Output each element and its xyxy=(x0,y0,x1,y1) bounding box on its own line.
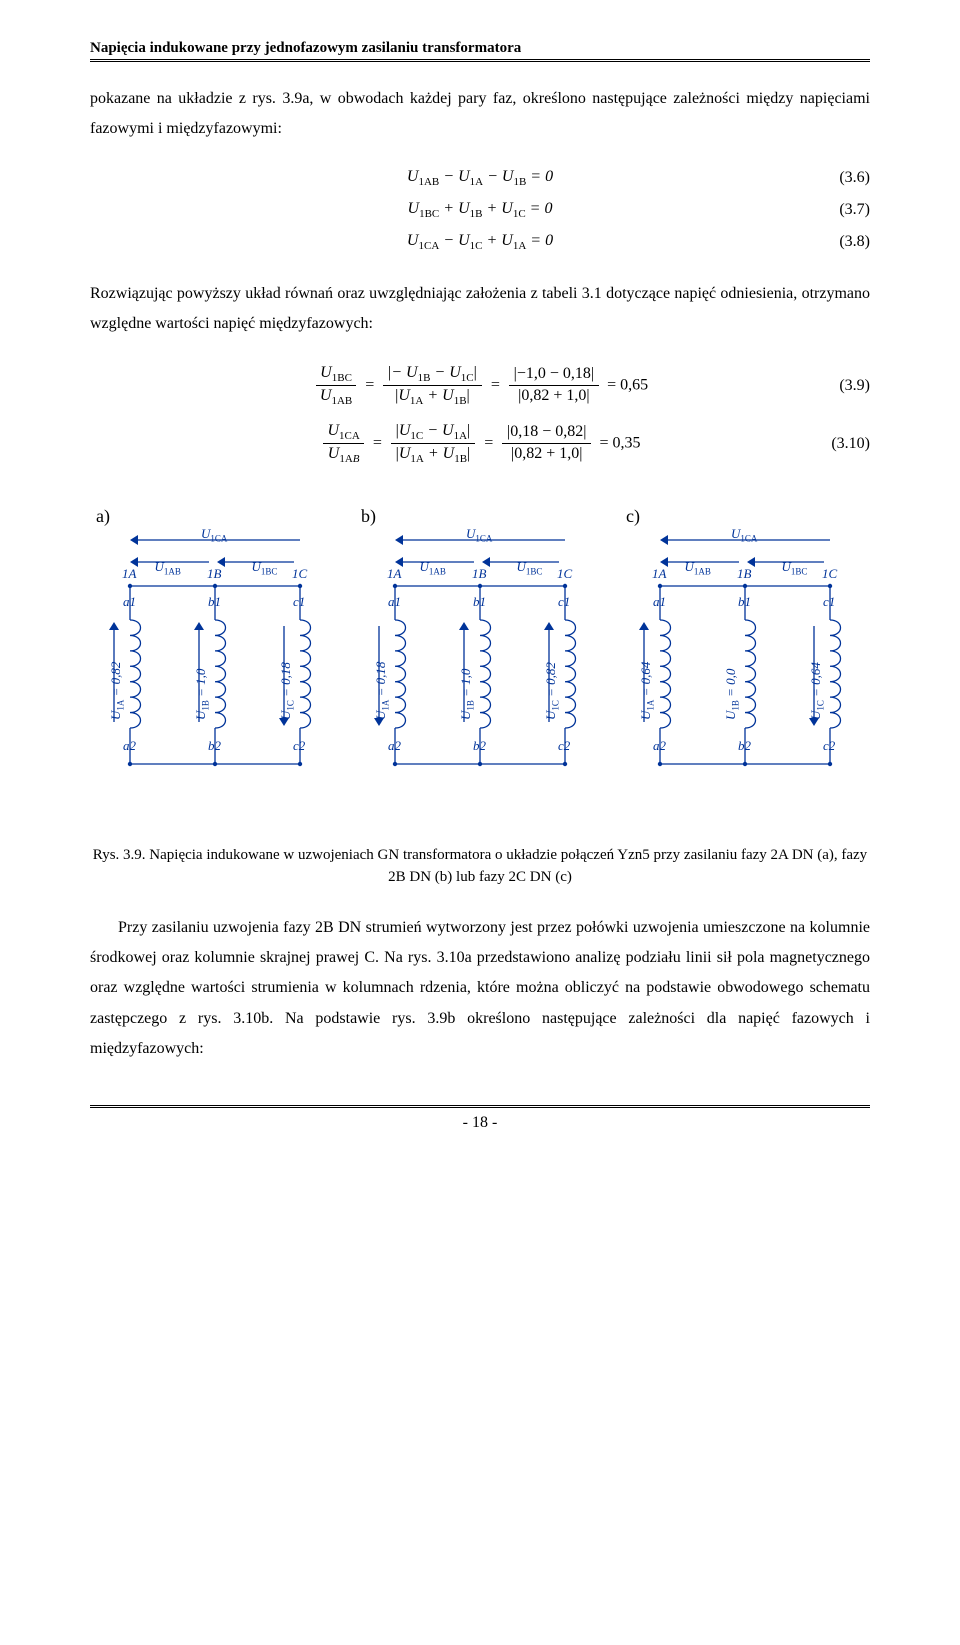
diagram-label: U1CA xyxy=(731,526,757,544)
diagram-label: c1 xyxy=(558,594,570,610)
equation-number: (3.9) xyxy=(839,377,870,395)
paragraph-3: Przy zasilaniu uzwojenia fazy 2B DN stru… xyxy=(90,913,870,1065)
diagram-label: c1 xyxy=(823,594,835,610)
header-rule xyxy=(90,59,870,60)
equation-number: (3.10) xyxy=(831,435,870,453)
diagram-label: U1CA xyxy=(201,526,227,544)
circuit-diagram: U1CA U1AB U1BC 1A 1B 1C a1 b1 c1 a2 b2 c2 U1A = 0,82… xyxy=(90,528,340,808)
equation-number: (3.8) xyxy=(839,233,870,251)
diagram-label: 1C xyxy=(557,566,572,582)
diagram-label: U1BC xyxy=(252,559,278,577)
footer-rule xyxy=(90,1105,870,1106)
diagram-label: U1AB xyxy=(420,559,446,577)
paragraph-2: Rozwiązując powyższy układ równań oraz u… xyxy=(90,279,870,340)
equation-row: U1CA − U1C + U1A = 0(3.8) xyxy=(90,227,870,257)
equation-block-simple: U1AB − U1A − U1B = 0(3.6)U1BC + U1B + U1… xyxy=(90,163,870,257)
diagram-label: c1 xyxy=(293,594,305,610)
diagram-label: c2 xyxy=(823,738,835,754)
voltage-value-label: U1C = 0,82 xyxy=(543,662,561,720)
diagram-label: a2 xyxy=(123,738,136,754)
equation-row: U1BCU1AB = − U1B − U1CU1A + U1B = −1,0 −… xyxy=(90,358,870,414)
diagram-label: U1AB xyxy=(685,559,711,577)
diagram-label: a1 xyxy=(388,594,401,610)
diagram-label: U1BC xyxy=(782,559,808,577)
page-footer: - 18 - xyxy=(90,1105,870,1132)
diagram-label: c2 xyxy=(558,738,570,754)
diagram-label: b2 xyxy=(738,738,751,754)
paragraph-1: pokazane na układzie z rys. 3.9a, w obwo… xyxy=(90,84,870,145)
diagram-label: a2 xyxy=(388,738,401,754)
diagram-label: a1 xyxy=(123,594,136,610)
diagram-label: b1 xyxy=(738,594,751,610)
equation-number: (3.7) xyxy=(839,201,870,219)
diagram-label: 1B xyxy=(472,566,486,582)
voltage-value-label: U1A = 0,82 xyxy=(108,661,126,719)
diagram-label: 1A xyxy=(652,566,666,582)
voltage-value-label: U1C = 0,18 xyxy=(278,662,296,720)
diagram-label: U1CA xyxy=(466,526,492,544)
diagram-label: 1C xyxy=(292,566,307,582)
equation-row: U1CAU1AB = U1C − U1AU1A + U1B = 0,18 − 0… xyxy=(90,416,870,472)
diagram-label: a2 xyxy=(653,738,666,754)
figure-3-9: a) U1CA U1AB U1BC 1A 1B 1C a1 b1 c1 a2 b2 c2 U1A = 0,… xyxy=(90,506,870,826)
circuit-panel: c) U1CA U1AB U1BC 1A 1B 1C a1 b1 c1 a2 b2 c2 U1A = 0,… xyxy=(620,506,870,826)
diagram-label: U1AB xyxy=(155,559,181,577)
voltage-value-label: U1A = 0,64 xyxy=(638,661,656,719)
equation-row: U1BC + U1B + U1C = 0(3.7) xyxy=(90,195,870,225)
voltage-value-label: U1B = 1,0 xyxy=(193,668,211,719)
header-rule-2 xyxy=(90,61,870,62)
diagram-label: 1C xyxy=(822,566,837,582)
circuit-diagram: U1CA U1AB U1BC 1A 1B 1C a1 b1 c1 a2 b2 c2 U1A = 0,64… xyxy=(620,528,870,808)
voltage-value-label: U1C = 0,64 xyxy=(808,662,826,720)
circuit-panel: b) U1CA U1AB U1BC 1A 1B 1C a1 b1 c1 a2 b2 c2 U1A = 0,… xyxy=(355,506,605,826)
voltage-value-label: U1B = 0,0 xyxy=(723,668,741,719)
diagram-label: c2 xyxy=(293,738,305,754)
voltage-value-label: U1B = 1,0 xyxy=(458,668,476,719)
diagram-label: b2 xyxy=(473,738,486,754)
circuit-diagram: U1CA U1AB U1BC 1A 1B 1C a1 b1 c1 a2 b2 c2 U1A = 0,18… xyxy=(355,528,605,808)
circuit-panel: a) U1CA U1AB U1BC 1A 1B 1C a1 b1 c1 a2 b2 c2 U1A = 0,… xyxy=(90,506,340,826)
diagram-label: U1BC xyxy=(517,559,543,577)
panel-label: c) xyxy=(626,506,640,527)
voltage-value-label: U1A = 0,18 xyxy=(373,661,391,719)
diagram-label: 1B xyxy=(207,566,221,582)
diagram-label: 1B xyxy=(737,566,751,582)
running-header: Napięcia indukowane przy jednofazowym za… xyxy=(90,40,870,57)
equation-row: U1AB − U1A − U1B = 0(3.6) xyxy=(90,163,870,193)
panel-label: b) xyxy=(361,506,376,527)
diagram-label: b2 xyxy=(208,738,221,754)
panel-label: a) xyxy=(96,506,110,527)
diagram-label: 1A xyxy=(122,566,136,582)
diagram-label: 1A xyxy=(387,566,401,582)
diagram-label: b1 xyxy=(473,594,486,610)
equation-block-fractions: U1BCU1AB = − U1B − U1CU1A + U1B = −1,0 −… xyxy=(90,358,870,472)
page-number: - 18 - xyxy=(463,1114,498,1131)
equation-number: (3.6) xyxy=(839,169,870,187)
figure-caption: Rys. 3.9. Napięcia indukowane w uzwojeni… xyxy=(90,844,870,889)
diagram-label: b1 xyxy=(208,594,221,610)
diagram-label: a1 xyxy=(653,594,666,610)
footer-rule-2 xyxy=(90,1107,870,1108)
